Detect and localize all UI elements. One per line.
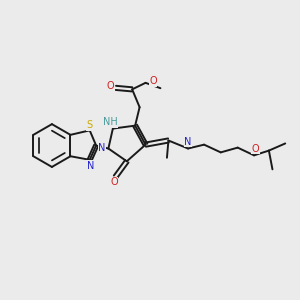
Text: O: O: [107, 81, 114, 92]
Text: N: N: [87, 161, 94, 171]
Text: O: O: [149, 76, 157, 86]
Text: N: N: [98, 143, 106, 153]
Text: S: S: [87, 120, 93, 130]
Text: NH: NH: [103, 117, 118, 127]
Text: O: O: [110, 177, 118, 187]
Text: N: N: [184, 137, 192, 147]
Text: O: O: [252, 144, 259, 154]
